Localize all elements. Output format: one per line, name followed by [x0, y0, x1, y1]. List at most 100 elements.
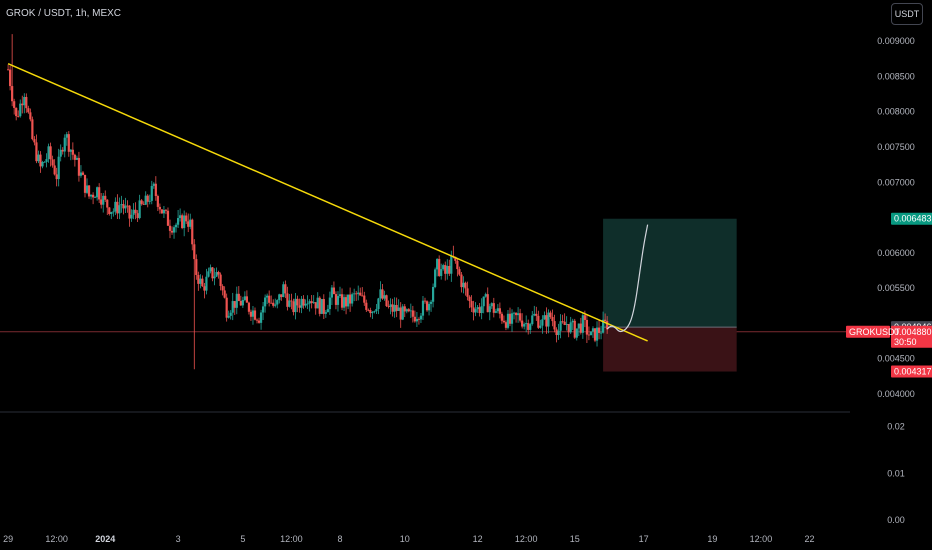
stop-price-label: 0.004317 [894, 367, 932, 377]
candle-body [264, 297, 267, 307]
candle-body [205, 276, 208, 291]
candle-body [179, 215, 182, 219]
candle-body [96, 187, 99, 198]
candle-body [533, 313, 536, 316]
trendline [7, 63, 648, 342]
candle-body [215, 272, 218, 277]
candle-body [474, 309, 477, 313]
candle-body [199, 278, 202, 284]
candle-body [15, 107, 18, 117]
candle-body [290, 300, 293, 302]
candle-body [555, 329, 558, 336]
candle-body [438, 258, 441, 276]
candle-body [579, 323, 582, 333]
candle-body [377, 298, 380, 310]
candle-body [349, 294, 352, 304]
candle-body [104, 195, 107, 200]
candle-body [399, 307, 402, 320]
candle-body [288, 300, 291, 307]
candle-body [557, 330, 560, 336]
candle-body [397, 307, 400, 311]
candle-body [470, 301, 473, 308]
stop-zone [603, 327, 737, 372]
candle-body [478, 307, 481, 314]
candle-body [19, 103, 22, 117]
y-axis-tick-label: 0.007000 [877, 177, 915, 187]
candle-body [389, 304, 392, 307]
candle-body [55, 174, 58, 180]
candle-body [450, 256, 453, 274]
candle-body [132, 209, 135, 215]
candle-body [488, 306, 491, 313]
candle-body [47, 146, 50, 160]
candle-body [231, 301, 234, 313]
candle-body [106, 199, 109, 208]
candle-body [425, 301, 429, 311]
symbol-tag: GROKUSDT [849, 327, 901, 337]
candle-body [207, 271, 210, 277]
candle-body [71, 149, 74, 155]
candle-body [547, 312, 550, 327]
candle-body [512, 312, 516, 314]
candle-body [217, 272, 220, 275]
candle-body [314, 302, 317, 309]
candle-body [227, 315, 230, 318]
candle-body [223, 290, 226, 298]
candle-body [482, 296, 485, 307]
candle-body [79, 172, 83, 176]
candle-body [126, 205, 129, 207]
candle-body [421, 300, 425, 316]
candle-body [124, 205, 127, 209]
candle-body [193, 244, 196, 260]
candle-body [268, 295, 271, 303]
candle-body [160, 209, 164, 214]
candle-body [541, 319, 544, 326]
candle-body [261, 306, 265, 313]
candle-body [229, 312, 232, 316]
x-axis-tick-label: 22 [805, 534, 815, 544]
candle-body [589, 331, 593, 336]
candle-body [322, 299, 325, 314]
candle-body [75, 157, 79, 160]
candle-body [480, 306, 483, 314]
candle-body [81, 172, 85, 175]
candle-body [575, 328, 578, 338]
candle-body [134, 209, 137, 214]
candle-body [195, 259, 198, 275]
candle-body [6, 69, 10, 71]
candle-body [537, 315, 540, 328]
candle-body [292, 301, 295, 313]
y-axis-tick-label: 0.004000 [877, 389, 915, 399]
candle-body [29, 112, 32, 120]
candle-body [440, 269, 443, 276]
x-axis-tick-label: 12:00 [45, 534, 68, 544]
candle-body [136, 213, 139, 219]
candle-body [553, 321, 556, 330]
candle-body [324, 312, 327, 314]
candle-body [63, 137, 66, 152]
candle-body [247, 302, 251, 312]
y-axis-tick-label: 0.008500 [877, 71, 915, 81]
candle-body [336, 296, 340, 305]
candle-body [156, 196, 159, 207]
candle-body [585, 319, 589, 335]
candle-body [39, 154, 42, 167]
candle-body [67, 134, 70, 152]
x-axis-tick-label: 8 [337, 534, 342, 544]
candle-body [597, 327, 601, 333]
candle-body [203, 286, 206, 291]
candle-body [302, 298, 305, 306]
candle-body [35, 142, 38, 162]
candle-body [387, 305, 390, 307]
candle-body [417, 318, 421, 320]
candle-body [219, 274, 222, 287]
candle-body [253, 310, 257, 320]
candle-body [110, 212, 113, 215]
candle-body [448, 265, 451, 274]
x-axis-tick-label: 2024 [95, 534, 115, 544]
candle-body [401, 306, 404, 320]
currency-button[interactable]: USDT [891, 3, 923, 25]
candle-body [571, 320, 574, 323]
candle-body [411, 310, 414, 317]
